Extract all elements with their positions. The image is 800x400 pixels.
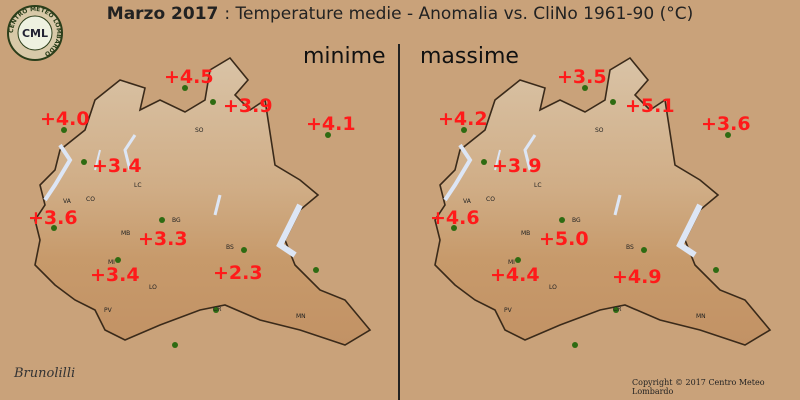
city-label: CO <box>486 196 495 203</box>
title-description: : Temperature medie - Anomalia vs. CliNo… <box>224 4 694 24</box>
city-label: LO <box>149 284 157 291</box>
city-label: BG <box>172 217 181 224</box>
city-label: PV <box>504 307 512 314</box>
city-label: LC <box>534 182 542 189</box>
minime-value: +4.1 <box>306 113 356 135</box>
city-label: PV <box>104 307 112 314</box>
massime-value: +4.6 <box>430 207 480 229</box>
city-label: MI <box>508 259 515 266</box>
city-label: BG <box>572 217 581 224</box>
minime-value: +2.3 <box>213 262 263 284</box>
minime-value: +3.9 <box>223 95 273 117</box>
massime-value: +3.5 <box>557 66 607 88</box>
panel-title-minime: minime <box>303 44 386 69</box>
minime-value: +3.3 <box>138 228 188 250</box>
minime-value: +3.6 <box>28 207 78 229</box>
city-label: LC <box>134 182 142 189</box>
title-month: Marzo 2017 <box>106 4 219 24</box>
massime-value: +5.1 <box>625 95 675 117</box>
massime-value: +3.6 <box>701 113 751 135</box>
panel-divider <box>398 44 400 400</box>
city-label: LO <box>549 284 557 291</box>
logo-text: CML <box>22 27 48 40</box>
city-label: SO <box>595 127 604 134</box>
city-label: VA <box>463 198 471 205</box>
station-dots <box>51 85 731 348</box>
city-label: SO <box>195 127 204 134</box>
city-label: CR <box>213 306 222 313</box>
city-label: MN <box>696 313 706 320</box>
city-label: MB <box>121 230 131 237</box>
minime-value: +3.4 <box>90 264 140 286</box>
panel-title-massime: massime <box>420 44 519 69</box>
city-label: VA <box>63 198 71 205</box>
author-signature: Brunolilli <box>14 366 76 381</box>
city-label: CR <box>613 306 622 313</box>
minime-value: +3.4 <box>92 155 142 177</box>
minime-value: +4.0 <box>40 108 90 130</box>
map-title: Marzo 2017 : Temperature medie - Anomali… <box>0 0 800 28</box>
massime-value: +4.9 <box>612 266 662 288</box>
city-label: MB <box>521 230 531 237</box>
massime-value: +4.4 <box>490 264 540 286</box>
copyright-text: Copyright © 2017 Centro Meteo Lombardo <box>632 378 765 396</box>
massime-value: +4.2 <box>438 108 488 130</box>
city-label: BS <box>226 244 234 251</box>
city-label: MN <box>296 313 306 320</box>
massime-value: +3.9 <box>492 155 542 177</box>
city-label: MI <box>108 259 115 266</box>
cml-logo: CENTRO METEO LOMBARDO CML <box>7 5 63 61</box>
city-label: CO <box>86 196 95 203</box>
massime-value: +5.0 <box>539 228 589 250</box>
minime-value: +4.5 <box>164 66 214 88</box>
city-label: BS <box>626 244 634 251</box>
